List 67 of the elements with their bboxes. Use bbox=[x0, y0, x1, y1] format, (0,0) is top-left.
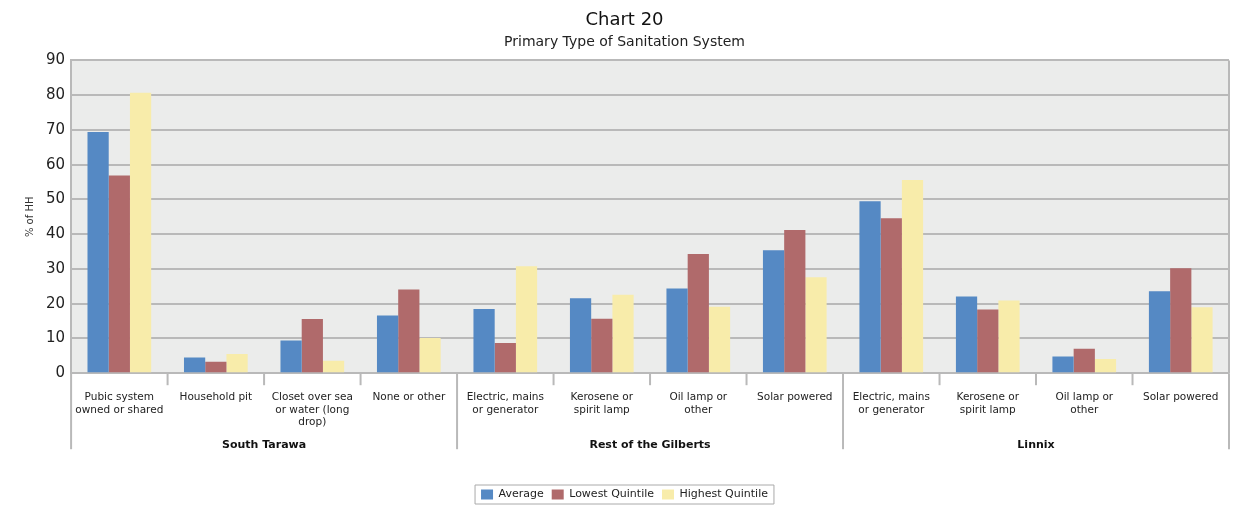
y-tick-label: 50 bbox=[45, 189, 66, 208]
y-tick-label: 10 bbox=[45, 328, 66, 347]
bar bbox=[880, 218, 902, 373]
y-tick-label: 0 bbox=[55, 363, 66, 382]
bar bbox=[998, 300, 1020, 373]
text: Rest of the Gilberts bbox=[589, 438, 712, 452]
legend-label: Highest Quintile bbox=[679, 487, 769, 501]
x-tick-label: Kerosene or spirit lamp bbox=[570, 390, 634, 415]
bar bbox=[708, 306, 731, 373]
bar bbox=[129, 92, 152, 373]
x-tick-label: Oil lamp or other bbox=[1055, 390, 1114, 415]
x-tick-label: Solar powered bbox=[757, 390, 833, 403]
chart-subtitle: Primary Type of Sanitation System bbox=[504, 32, 745, 49]
bar bbox=[398, 289, 420, 373]
bar bbox=[1191, 307, 1213, 373]
bar bbox=[901, 179, 924, 373]
y-tick-label: 80 bbox=[45, 85, 66, 104]
bar bbox=[977, 309, 999, 373]
bar bbox=[280, 340, 302, 373]
x-tick-label: Oil lamp or other bbox=[669, 390, 728, 415]
bar bbox=[805, 277, 827, 373]
bar bbox=[1094, 358, 1117, 373]
chart-title: Chart 20 bbox=[585, 8, 664, 30]
x-tick-label: Electric, mains or generator bbox=[852, 390, 930, 415]
y-tick-label: 70 bbox=[45, 119, 66, 138]
bar bbox=[473, 308, 495, 373]
bar bbox=[784, 230, 806, 373]
y-tick-label: 40 bbox=[45, 224, 66, 243]
bar bbox=[1052, 356, 1074, 373]
bar bbox=[108, 175, 130, 373]
y-tick-label: 20 bbox=[45, 293, 66, 312]
bar bbox=[666, 288, 688, 373]
y-tick-label: 30 bbox=[45, 258, 66, 277]
y-tick-label: 60 bbox=[45, 154, 66, 173]
x-tick-label: Pubic system owned or shared bbox=[75, 390, 164, 415]
x-tick-label: Electric, mains or generator bbox=[466, 390, 544, 415]
x-tick-label: Closet over sea or water (long drop) bbox=[271, 390, 353, 428]
x-tick-label: Kerosene or spirit lamp bbox=[956, 390, 1020, 415]
bar bbox=[687, 253, 709, 373]
legend-label: Average bbox=[498, 487, 544, 501]
bar bbox=[87, 132, 109, 373]
bar bbox=[569, 298, 592, 373]
bar bbox=[955, 296, 978, 373]
bar bbox=[591, 318, 613, 373]
bar bbox=[612, 294, 634, 373]
text: South Tarawa bbox=[221, 438, 307, 452]
bar bbox=[494, 342, 516, 373]
text: Linnix bbox=[1017, 438, 1055, 452]
x-tick-label: Solar powered bbox=[1143, 390, 1219, 403]
bar bbox=[376, 315, 399, 373]
bar bbox=[205, 361, 227, 373]
x-tick-label: None or other bbox=[372, 390, 446, 403]
bar bbox=[226, 354, 248, 373]
bar bbox=[1148, 291, 1171, 373]
bar bbox=[859, 201, 881, 373]
bar bbox=[762, 250, 785, 373]
bar bbox=[301, 318, 323, 373]
bar bbox=[515, 266, 538, 373]
bar bbox=[419, 338, 441, 373]
bar bbox=[1073, 348, 1095, 373]
y-tick-label: 90 bbox=[45, 50, 66, 69]
x-tick-label: Household pit bbox=[179, 390, 253, 403]
bar bbox=[1170, 268, 1192, 373]
y-axis-title: % of HH bbox=[23, 196, 35, 238]
legend-label: Lowest Quintile bbox=[569, 487, 655, 501]
bar bbox=[322, 360, 345, 373]
bar bbox=[183, 357, 206, 373]
